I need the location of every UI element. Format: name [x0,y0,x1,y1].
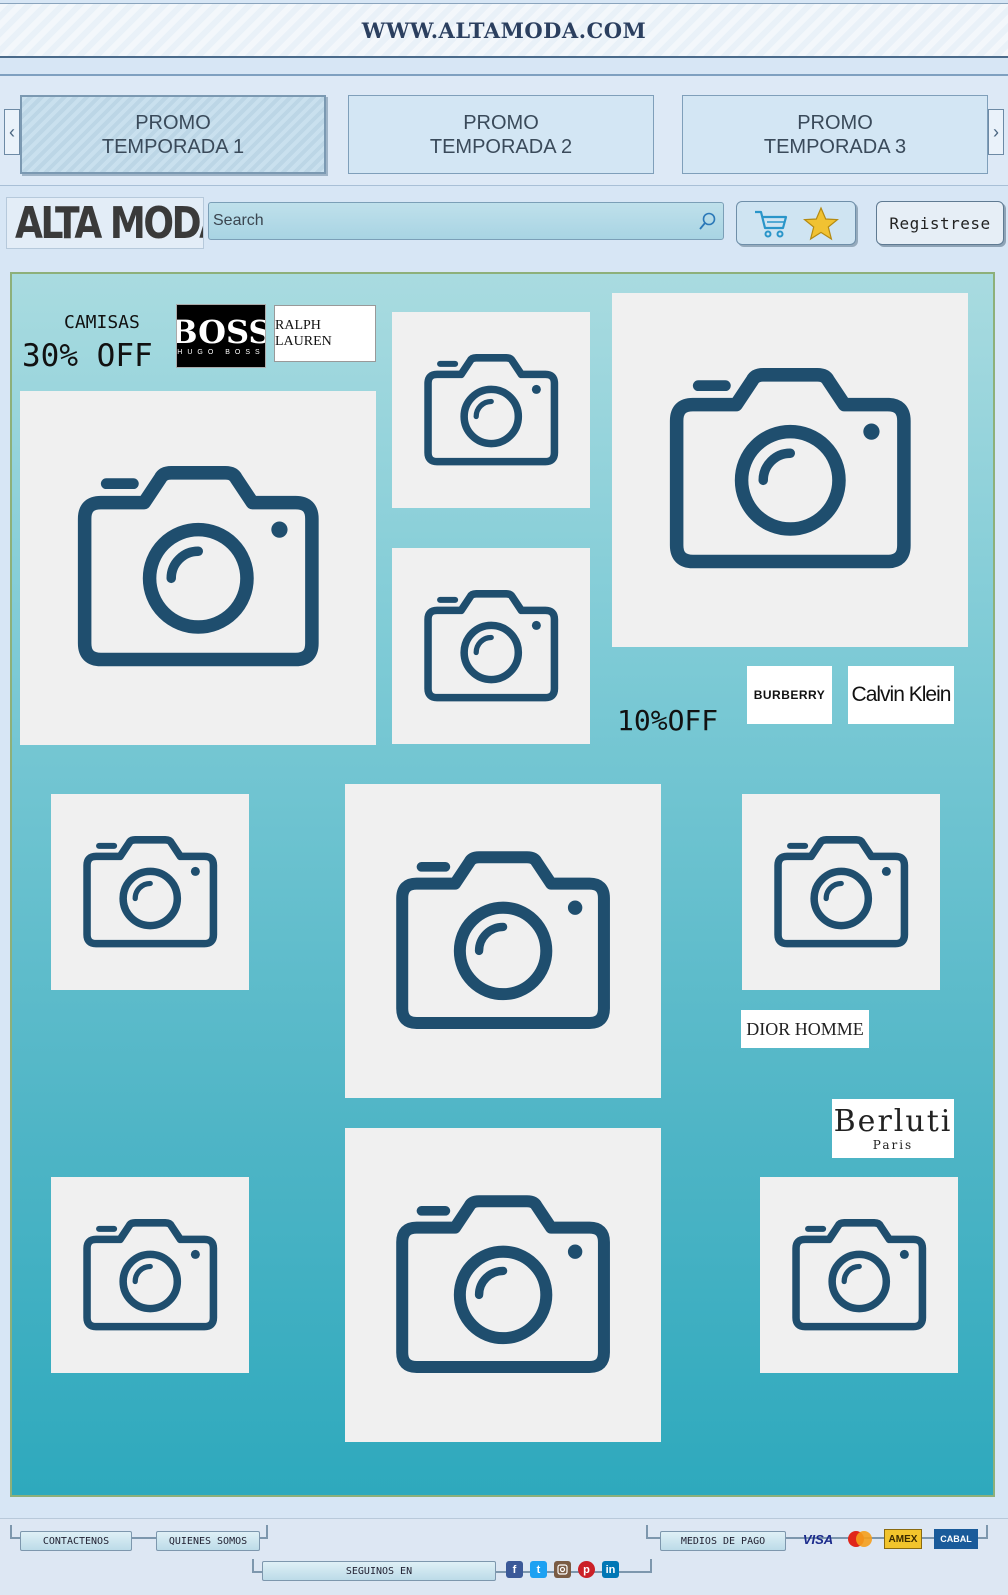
search-icon[interactable] [697,211,717,231]
site-title: WWW.ALTAMODA.COM [361,17,647,43]
product-image-4[interactable] [612,293,968,647]
product-showcase: CAMISAS 30% OFF BOSS HUGO BOSS RALPH LAU… [10,272,995,1497]
promo-label: PROMO TEMPORADA 3 [763,111,907,158]
product-image-10[interactable] [760,1177,958,1373]
star-icon[interactable] [803,206,839,242]
promo-temporada-2[interactable]: PROMO TEMPORADA 2 [348,95,654,174]
offer-discount-10: 10%OFF [617,704,719,737]
amex-icon[interactable]: AMEX [884,1529,922,1549]
search-bar [208,202,724,240]
camera-icon [383,822,623,1061]
product-image-5[interactable] [51,794,249,990]
contact-link[interactable]: CONTACTENOS [20,1531,132,1551]
camera-icon [416,336,566,485]
brand-burberry-logo[interactable]: BURBERRY [747,666,832,724]
footer-bracket-right [646,1525,988,1539]
visa-icon[interactable]: VISA [802,1531,834,1547]
chevron-left-icon: ‹ [9,121,15,142]
camera-icon [75,818,225,967]
camera-icon [416,572,566,721]
twitter-icon[interactable]: t [530,1561,547,1578]
promo-label: PROMO TEMPORADA 1 [101,111,245,158]
site-logo[interactable]: ALTA MODA [6,197,204,249]
footer-bracket-left [10,1525,268,1539]
follow-us-label: SEGUINOS EN [262,1561,496,1581]
product-image-7[interactable] [742,794,940,990]
top-banner: WWW.ALTAMODA.COM [0,3,1008,58]
promo-temporada-1[interactable]: PROMO TEMPORADA 1 [20,95,326,174]
cart-icon[interactable] [753,208,789,240]
brand-ralph-lauren-logo[interactable]: RALPH LAUREN [274,305,376,362]
camera-icon [784,1201,934,1350]
carousel-next-button[interactable]: › [988,109,1004,155]
linkedin-icon[interactable]: in [602,1561,619,1578]
header-bar: ALTA MODA Registrese [0,193,1008,255]
register-button[interactable]: Registrese [876,201,1004,245]
camera-icon [75,1201,225,1350]
mastercard-icon[interactable] [845,1529,875,1549]
footer: CONTACTENOS QUIENES SOMOS MEDIOS DE PAGO… [0,1518,1008,1595]
camera-icon [655,335,926,604]
payment-methods-link[interactable]: MEDIOS DE PAGO [660,1531,786,1551]
pinterest-icon[interactable]: p [578,1561,595,1578]
product-image-9[interactable] [345,1128,661,1442]
about-link[interactable]: QUIENES SOMOS [156,1531,260,1551]
product-image-2[interactable] [392,312,590,508]
product-image-3[interactable] [392,548,590,744]
carousel-prev-button[interactable]: ‹ [4,109,20,155]
search-input[interactable] [213,207,683,235]
promo-carousel: ‹ PROMO TEMPORADA 1 PROMO TEMPORADA 2 PR… [0,74,1008,186]
cabal-icon[interactable]: CABAL [934,1529,978,1549]
brand-calvin-klein-logo[interactable]: Calvin Klein [848,666,954,724]
facebook-icon[interactable]: f [506,1561,523,1578]
brand-dior-homme-logo[interactable]: DIOR HOMME [741,1010,869,1048]
chevron-right-icon: › [993,121,999,142]
product-image-8[interactable] [51,1177,249,1373]
instagram-icon[interactable] [554,1561,571,1578]
camera-icon [63,433,334,702]
camera-icon [383,1166,623,1405]
offer-category: CAMISAS [64,312,140,333]
offer-discount-30: 30% OFF [22,338,153,374]
camera-icon [766,818,916,967]
promo-label: PROMO TEMPORADA 2 [429,111,573,158]
product-image-6[interactable] [345,784,661,1098]
cart-favorites-group [736,201,856,245]
brand-berluti-logo[interactable]: Berluti Paris [832,1099,954,1158]
product-image-1[interactable] [20,391,376,745]
brand-boss-logo[interactable]: BOSS HUGO BOSS [176,304,266,368]
promo-temporada-3[interactable]: PROMO TEMPORADA 3 [682,95,988,174]
